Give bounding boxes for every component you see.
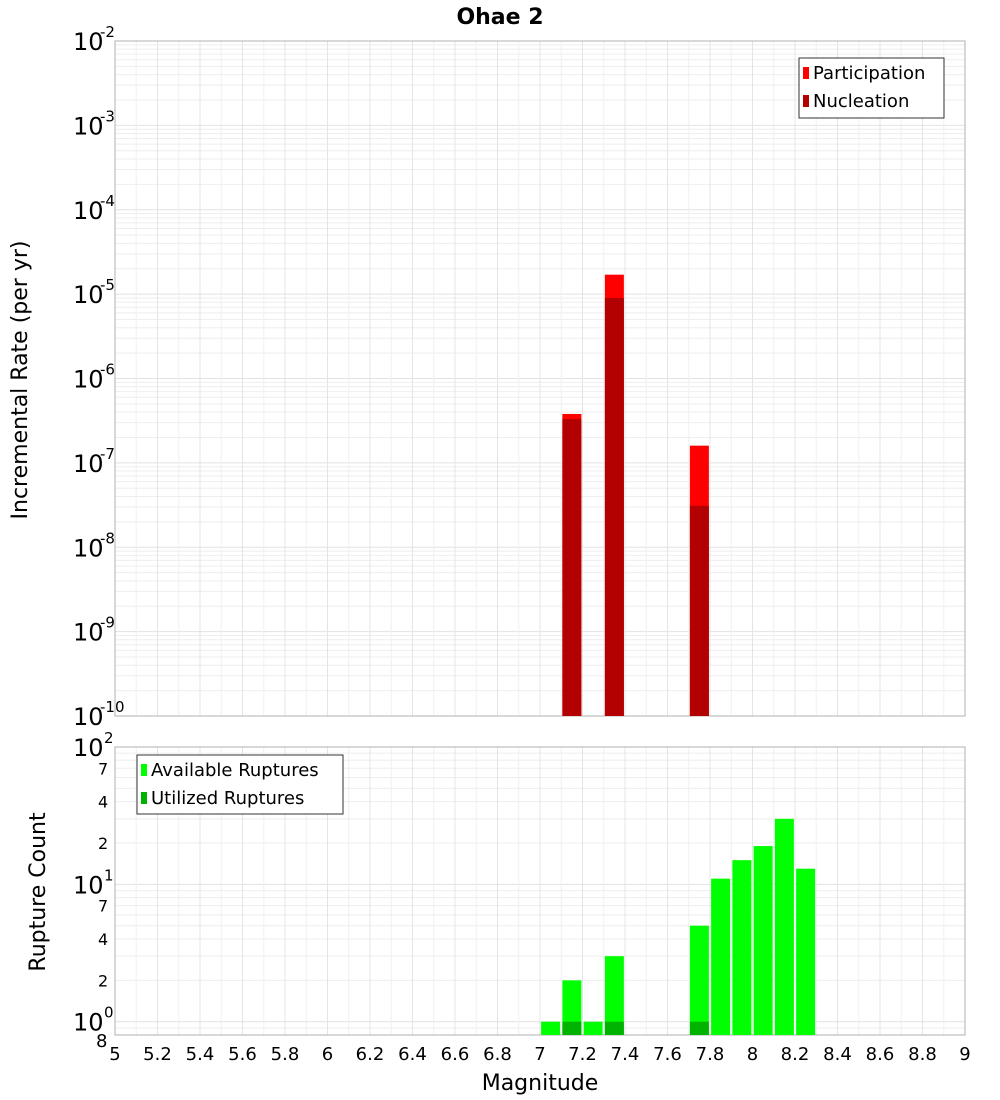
top-y-axis-label: Incremental Rate (per yr): [8, 241, 33, 520]
available-ruptures-bar: [583, 1021, 603, 1035]
x-tick-label: 5.6: [228, 1044, 257, 1065]
x-tick-label: 7.8: [696, 1044, 725, 1065]
y-tick-label: 4: [98, 930, 108, 949]
available-ruptures-bar: [562, 980, 582, 1035]
y-tick-label: 10: [73, 450, 104, 478]
available-ruptures-bar: [711, 878, 731, 1035]
y-tick-label: 10: [73, 112, 104, 140]
plot-frame: [114, 746, 966, 1036]
y-tick-label: 7: [98, 897, 108, 916]
y-tick-exponent: -2: [100, 23, 115, 41]
y-tick-label: 10: [73, 366, 104, 394]
top-plot-panel: 10-210-310-410-510-610-710-810-910-10Par…: [73, 23, 966, 731]
legend-label: Nucleation: [813, 91, 909, 112]
x-tick-label: 7.6: [653, 1044, 682, 1065]
x-tick-label: 9: [959, 1044, 970, 1065]
legend-label: Available Ruptures: [151, 760, 319, 781]
x-tick-label: 5: [109, 1044, 120, 1065]
x-tick-label: 5.8: [271, 1044, 300, 1065]
bottom-y-axis-label: Rupture Count: [26, 812, 51, 972]
bottom-legend: Available Ruptures Utilized Ruptures: [136, 754, 344, 815]
x-tick-label: 8.2: [781, 1044, 810, 1065]
y-tick-label: 4: [98, 793, 108, 812]
available-ruptures-bar: [796, 868, 816, 1035]
legend-box: [798, 57, 945, 119]
legend-label: Utilized Ruptures: [151, 788, 304, 809]
nucleation-bar: [689, 505, 709, 716]
utilized-ruptures-bar: [562, 1021, 582, 1035]
x-axis-label: Magnitude: [482, 1071, 599, 1096]
x-tick-label: 8: [747, 1044, 758, 1065]
x-tick-label: 6.2: [356, 1044, 385, 1065]
y-tick-label: 10: [73, 734, 104, 762]
available-ruptures-bar: [604, 956, 624, 1035]
x-tick-label: 8.6: [866, 1044, 895, 1065]
y-tick-exponent: -9: [100, 614, 115, 632]
y-tick-label: 10: [73, 534, 104, 562]
top-legend: Participation Nucleation: [798, 57, 945, 119]
plot-frame: [114, 40, 966, 717]
legend-swatch: [141, 764, 147, 776]
x-tick-label: 7.4: [611, 1044, 640, 1065]
y-tick-exponent: -4: [100, 192, 115, 210]
y-tick-label: 10: [73, 28, 104, 56]
legend-swatch: [803, 67, 809, 79]
y-tick-label: 10: [73, 1009, 104, 1037]
available-ruptures-bar: [541, 1021, 561, 1035]
utilized-ruptures-bar: [689, 1021, 709, 1035]
x-tick-label: 5.2: [143, 1044, 172, 1065]
y-tick-label: 2: [98, 971, 108, 990]
y-tick-exponent: -8: [100, 529, 115, 547]
y-tick-exponent: 0: [104, 1004, 114, 1022]
x-tick-label: 7.2: [568, 1044, 597, 1065]
y-tick-label: 10: [73, 703, 104, 731]
y-tick-exponent: -3: [100, 107, 115, 125]
chart-title: Ohae 2: [456, 5, 543, 30]
nucleation-bar: [562, 419, 582, 716]
y-tick-exponent: 2: [104, 729, 114, 747]
utilized-ruptures-bar: [604, 1021, 624, 1035]
y-tick-label: 8: [96, 1031, 107, 1052]
x-tick-label: 7: [534, 1044, 545, 1065]
x-tick-label: 8.8: [908, 1044, 937, 1065]
y-tick-exponent: 1: [104, 866, 114, 884]
y-tick-label: 10: [73, 281, 104, 309]
y-tick-exponent: -7: [100, 445, 115, 463]
available-ruptures-bar: [774, 818, 794, 1035]
available-ruptures-bar: [689, 925, 709, 1035]
legend-swatch: [141, 792, 147, 804]
x-tick-label: 6.8: [483, 1044, 512, 1065]
y-tick-label: 10: [73, 619, 104, 647]
y-tick-exponent: -6: [100, 361, 115, 379]
x-tick-label: 5.4: [186, 1044, 215, 1065]
x-tick-label: 6: [322, 1044, 333, 1065]
x-tick-label: 6.4: [398, 1044, 427, 1065]
legend-box: [136, 754, 344, 815]
x-tick-label: 8.4: [823, 1044, 852, 1065]
available-ruptures-bar: [732, 860, 752, 1035]
available-ruptures-bar: [753, 846, 773, 1035]
y-tick-label: 2: [98, 834, 108, 853]
y-tick-label: 7: [98, 759, 108, 778]
nucleation-bar: [604, 297, 624, 716]
y-tick-exponent: -5: [100, 276, 115, 294]
y-tick-exponent: -10: [100, 698, 125, 716]
legend-label: Participation: [813, 63, 925, 84]
y-tick-label: 10: [73, 197, 104, 225]
y-tick-label: 10: [73, 871, 104, 899]
x-tick-label: 6.6: [441, 1044, 470, 1065]
legend-swatch: [803, 95, 809, 107]
